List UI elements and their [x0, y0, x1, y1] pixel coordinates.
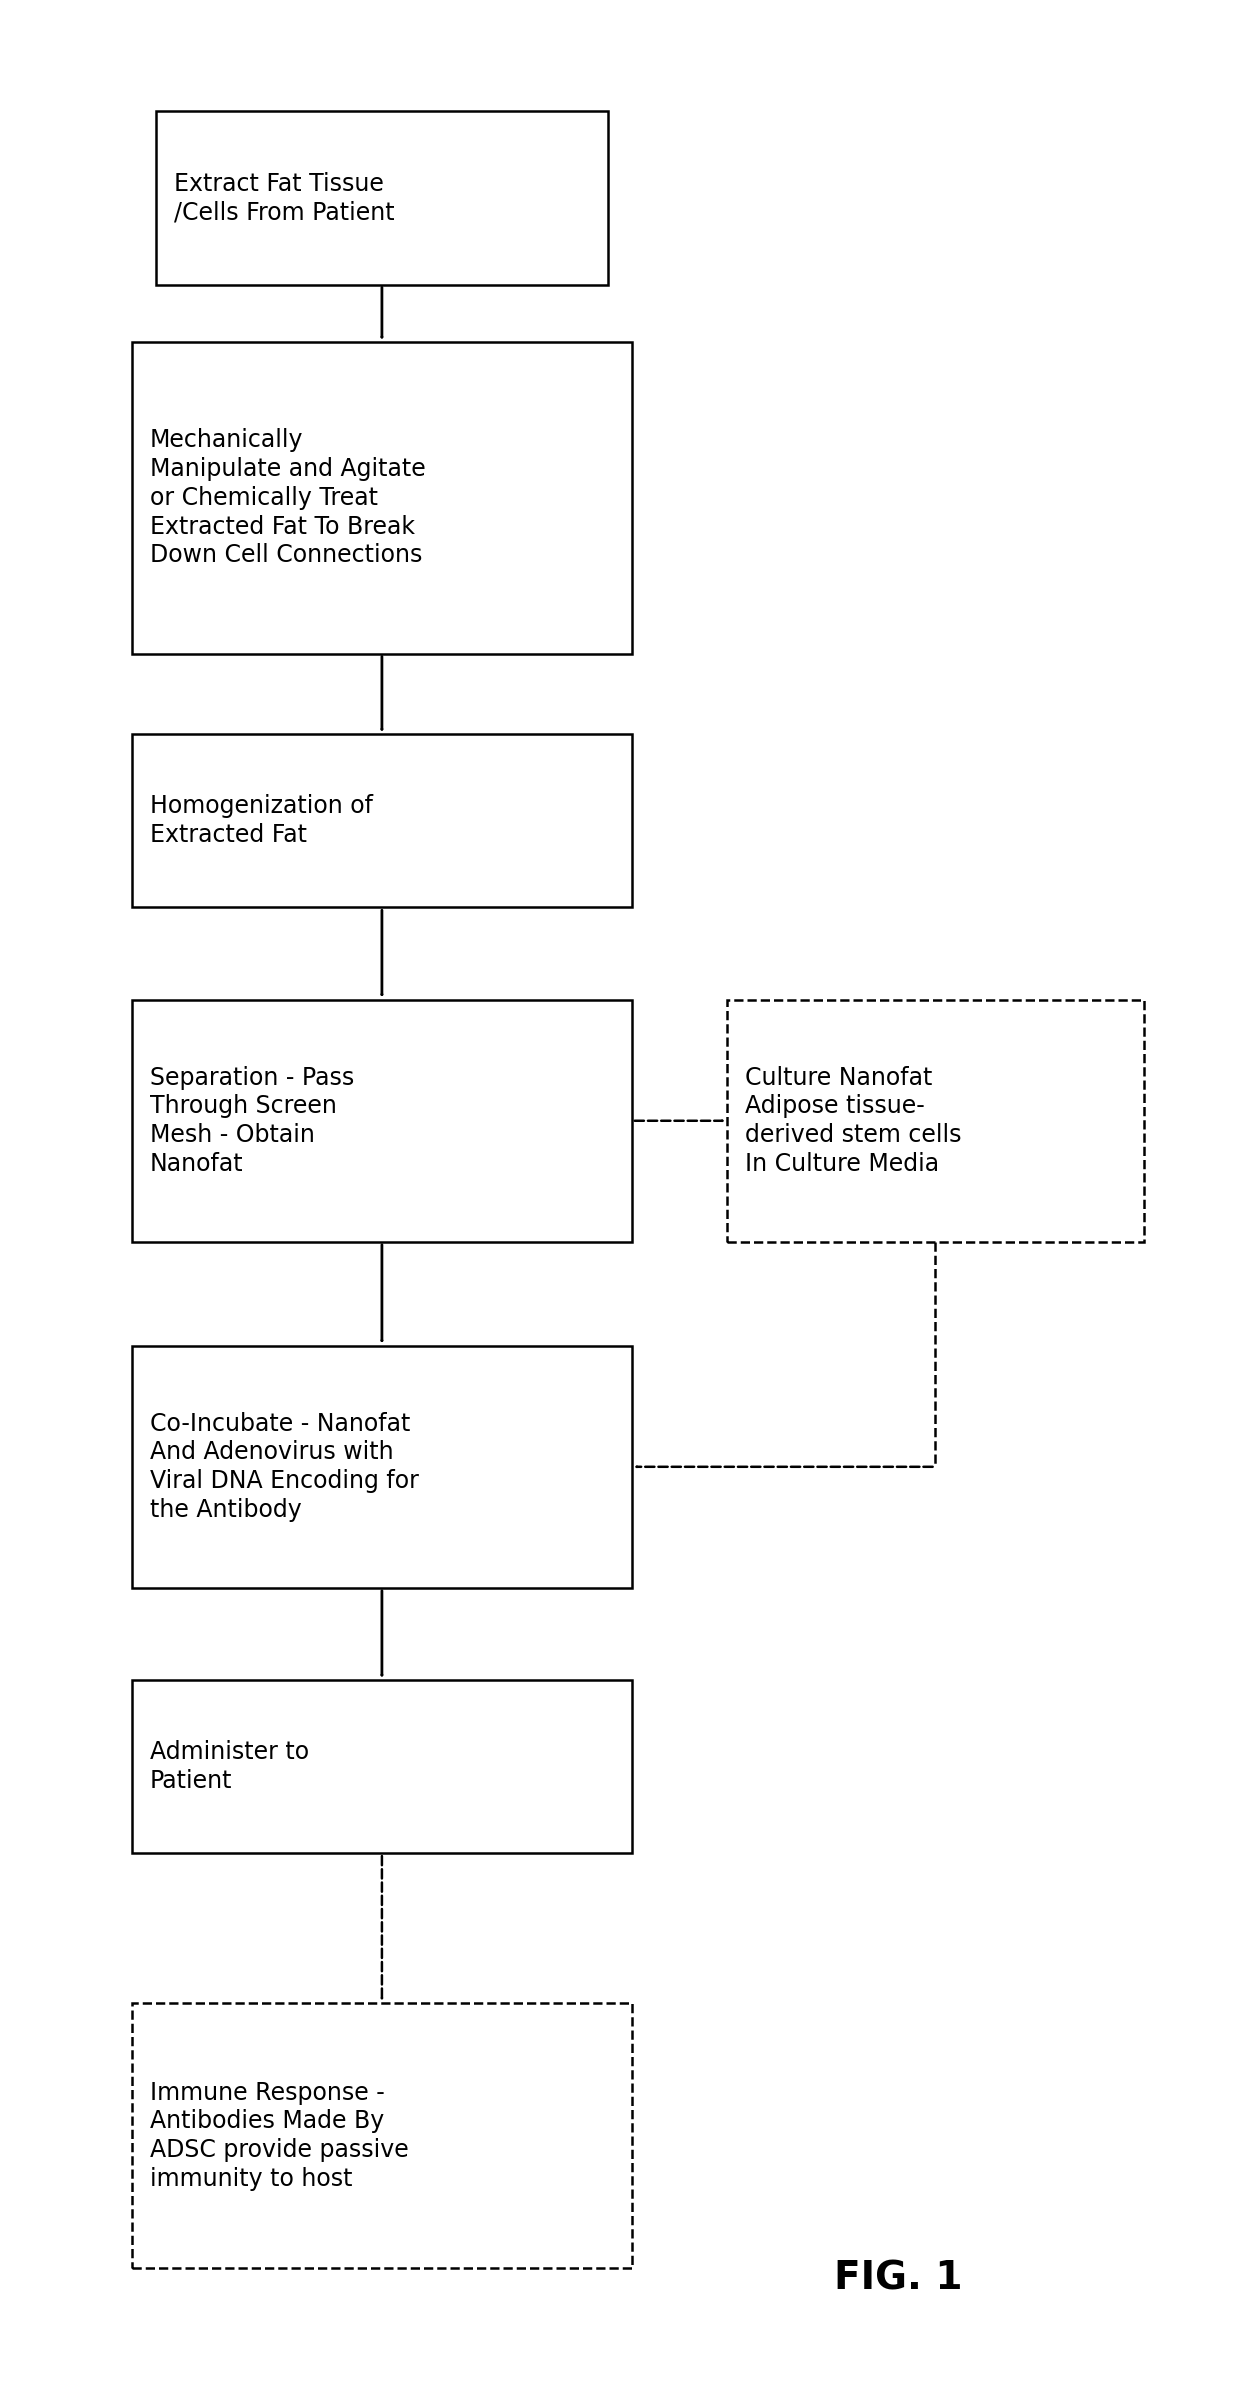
- Bar: [156, 111, 608, 284]
- Text: FIG. 1: FIG. 1: [835, 2259, 962, 2297]
- Text: Culture Nanofat
Adipose tissue-
derived stem cells
In Culture Media: Culture Nanofat Adipose tissue- derived …: [745, 1065, 961, 1175]
- Text: Administer to
Patient: Administer to Patient: [150, 1740, 309, 1793]
- Bar: [131, 1680, 632, 1853]
- Bar: [727, 1000, 1143, 1242]
- Text: Co-Incubate - Nanofat
And Adenovirus with
Viral DNA Encoding for
the Antibody: Co-Incubate - Nanofat And Adenovirus wit…: [150, 1411, 419, 1521]
- Text: Extract Fat Tissue
/Cells From Patient: Extract Fat Tissue /Cells From Patient: [174, 171, 394, 223]
- Text: Separation - Pass
Through Screen
Mesh - Obtain
Nanofat: Separation - Pass Through Screen Mesh - …: [150, 1065, 355, 1175]
- Bar: [131, 1000, 632, 1242]
- Text: Immune Response -
Antibodies Made By
ADSC provide passive
immunity to host: Immune Response - Antibodies Made By ADS…: [150, 2081, 408, 2192]
- Bar: [131, 2004, 632, 2268]
- Bar: [131, 1346, 632, 1588]
- Bar: [131, 735, 632, 908]
- Text: Mechanically
Manipulate and Agitate
or Chemically Treat
Extracted Fat To Break
D: Mechanically Manipulate and Agitate or C…: [150, 428, 425, 567]
- Text: Homogenization of
Extracted Fat: Homogenization of Extracted Fat: [150, 795, 373, 848]
- Bar: [131, 341, 632, 654]
